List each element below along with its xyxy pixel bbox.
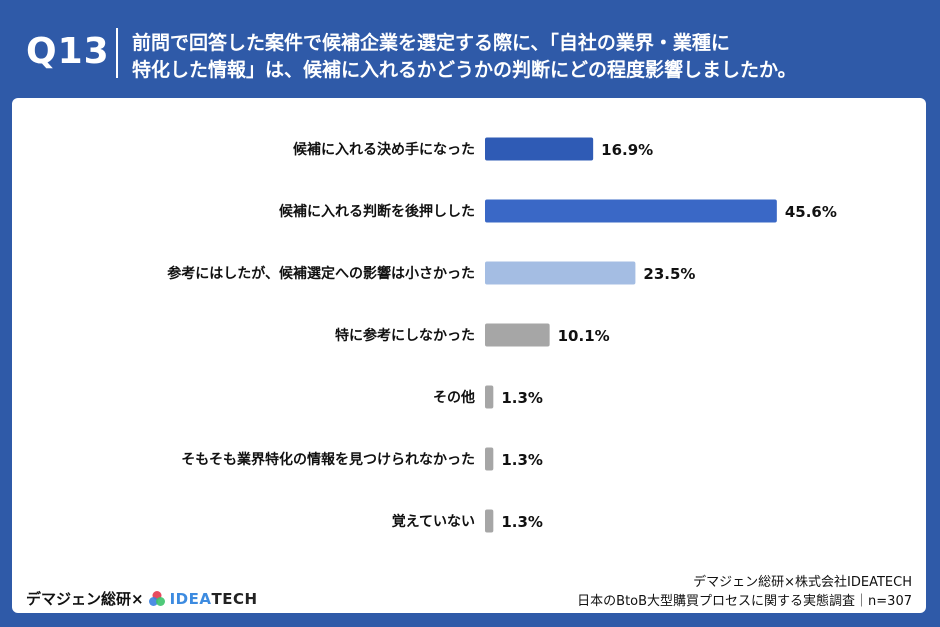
value-label: 1.3% bbox=[501, 513, 543, 531]
value-label: 45.6% bbox=[785, 203, 837, 221]
source-line-1: デマジェン総研×株式会社IDEATECH bbox=[693, 575, 912, 590]
bar bbox=[485, 385, 494, 409]
category-label: そもそも業界特化の情報を見つけられなかった bbox=[181, 451, 475, 468]
brand-logo: デマジェン総研× IDEA TECH bbox=[26, 588, 258, 609]
bar bbox=[485, 323, 550, 347]
header-divider bbox=[116, 28, 118, 78]
question-line-1: 前問で回答した案件で候補企業を選定する際に、「自社の業界・業種に bbox=[132, 32, 730, 54]
bar bbox=[485, 447, 494, 471]
value-label: 10.1% bbox=[558, 327, 610, 345]
value-label: 23.5% bbox=[643, 265, 695, 283]
source-note: デマジェン総研×株式会社IDEATECH 日本のBtoB大型購買プロセスに関する… bbox=[577, 573, 912, 611]
brand-tech-text: TECH bbox=[211, 589, 258, 608]
category-label: その他 bbox=[433, 389, 475, 406]
brand-text: デマジェン総研× bbox=[26, 590, 144, 608]
value-label: 16.9% bbox=[601, 141, 653, 159]
question-line-2: 特化した情報」は、候補に入れるかどうかの判断にどの程度影響しましたか。 bbox=[132, 59, 797, 81]
category-label: 候補に入れる判断を後押しした bbox=[279, 203, 475, 220]
bar-chart: 候補に入れる決め手になった 16.9% 候補に入れる判断を後押しした 45.6% 参考に… bbox=[167, 137, 837, 533]
category-label: 候補に入れる決め手になった bbox=[293, 141, 475, 158]
bar bbox=[485, 199, 777, 223]
bar bbox=[485, 261, 636, 285]
value-label: 1.3% bbox=[501, 451, 543, 469]
question-text: 前問で回答した案件で候補企業を選定する際に、「自社の業界・業種に 特化した情報」… bbox=[132, 30, 922, 84]
question-number: Q13 bbox=[26, 31, 110, 72]
category-label: 覚えていない bbox=[392, 513, 475, 530]
ideatech-logo-icon bbox=[148, 590, 165, 606]
category-label: 特に参考にしなかった bbox=[335, 327, 475, 344]
brand-idea-text: IDEA bbox=[169, 589, 212, 608]
bar bbox=[485, 509, 494, 533]
bar bbox=[485, 137, 594, 161]
category-label: 参考にはしたが、候補選定への影響は小さかった bbox=[167, 265, 475, 282]
source-line-2: 日本のBtoB大型購買プロセスに関する実態調査｜n=307 bbox=[577, 594, 912, 609]
question-header: Q13 前問で回答した案件で候補企業を選定する際に、「自社の業界・業種に 特化し… bbox=[0, 0, 940, 98]
value-label: 1.3% bbox=[501, 389, 543, 407]
chart-panel: 候補に入れる決め手になった 16.9% 候補に入れる判断を後押しした 45.6% 参考に… bbox=[12, 98, 926, 613]
